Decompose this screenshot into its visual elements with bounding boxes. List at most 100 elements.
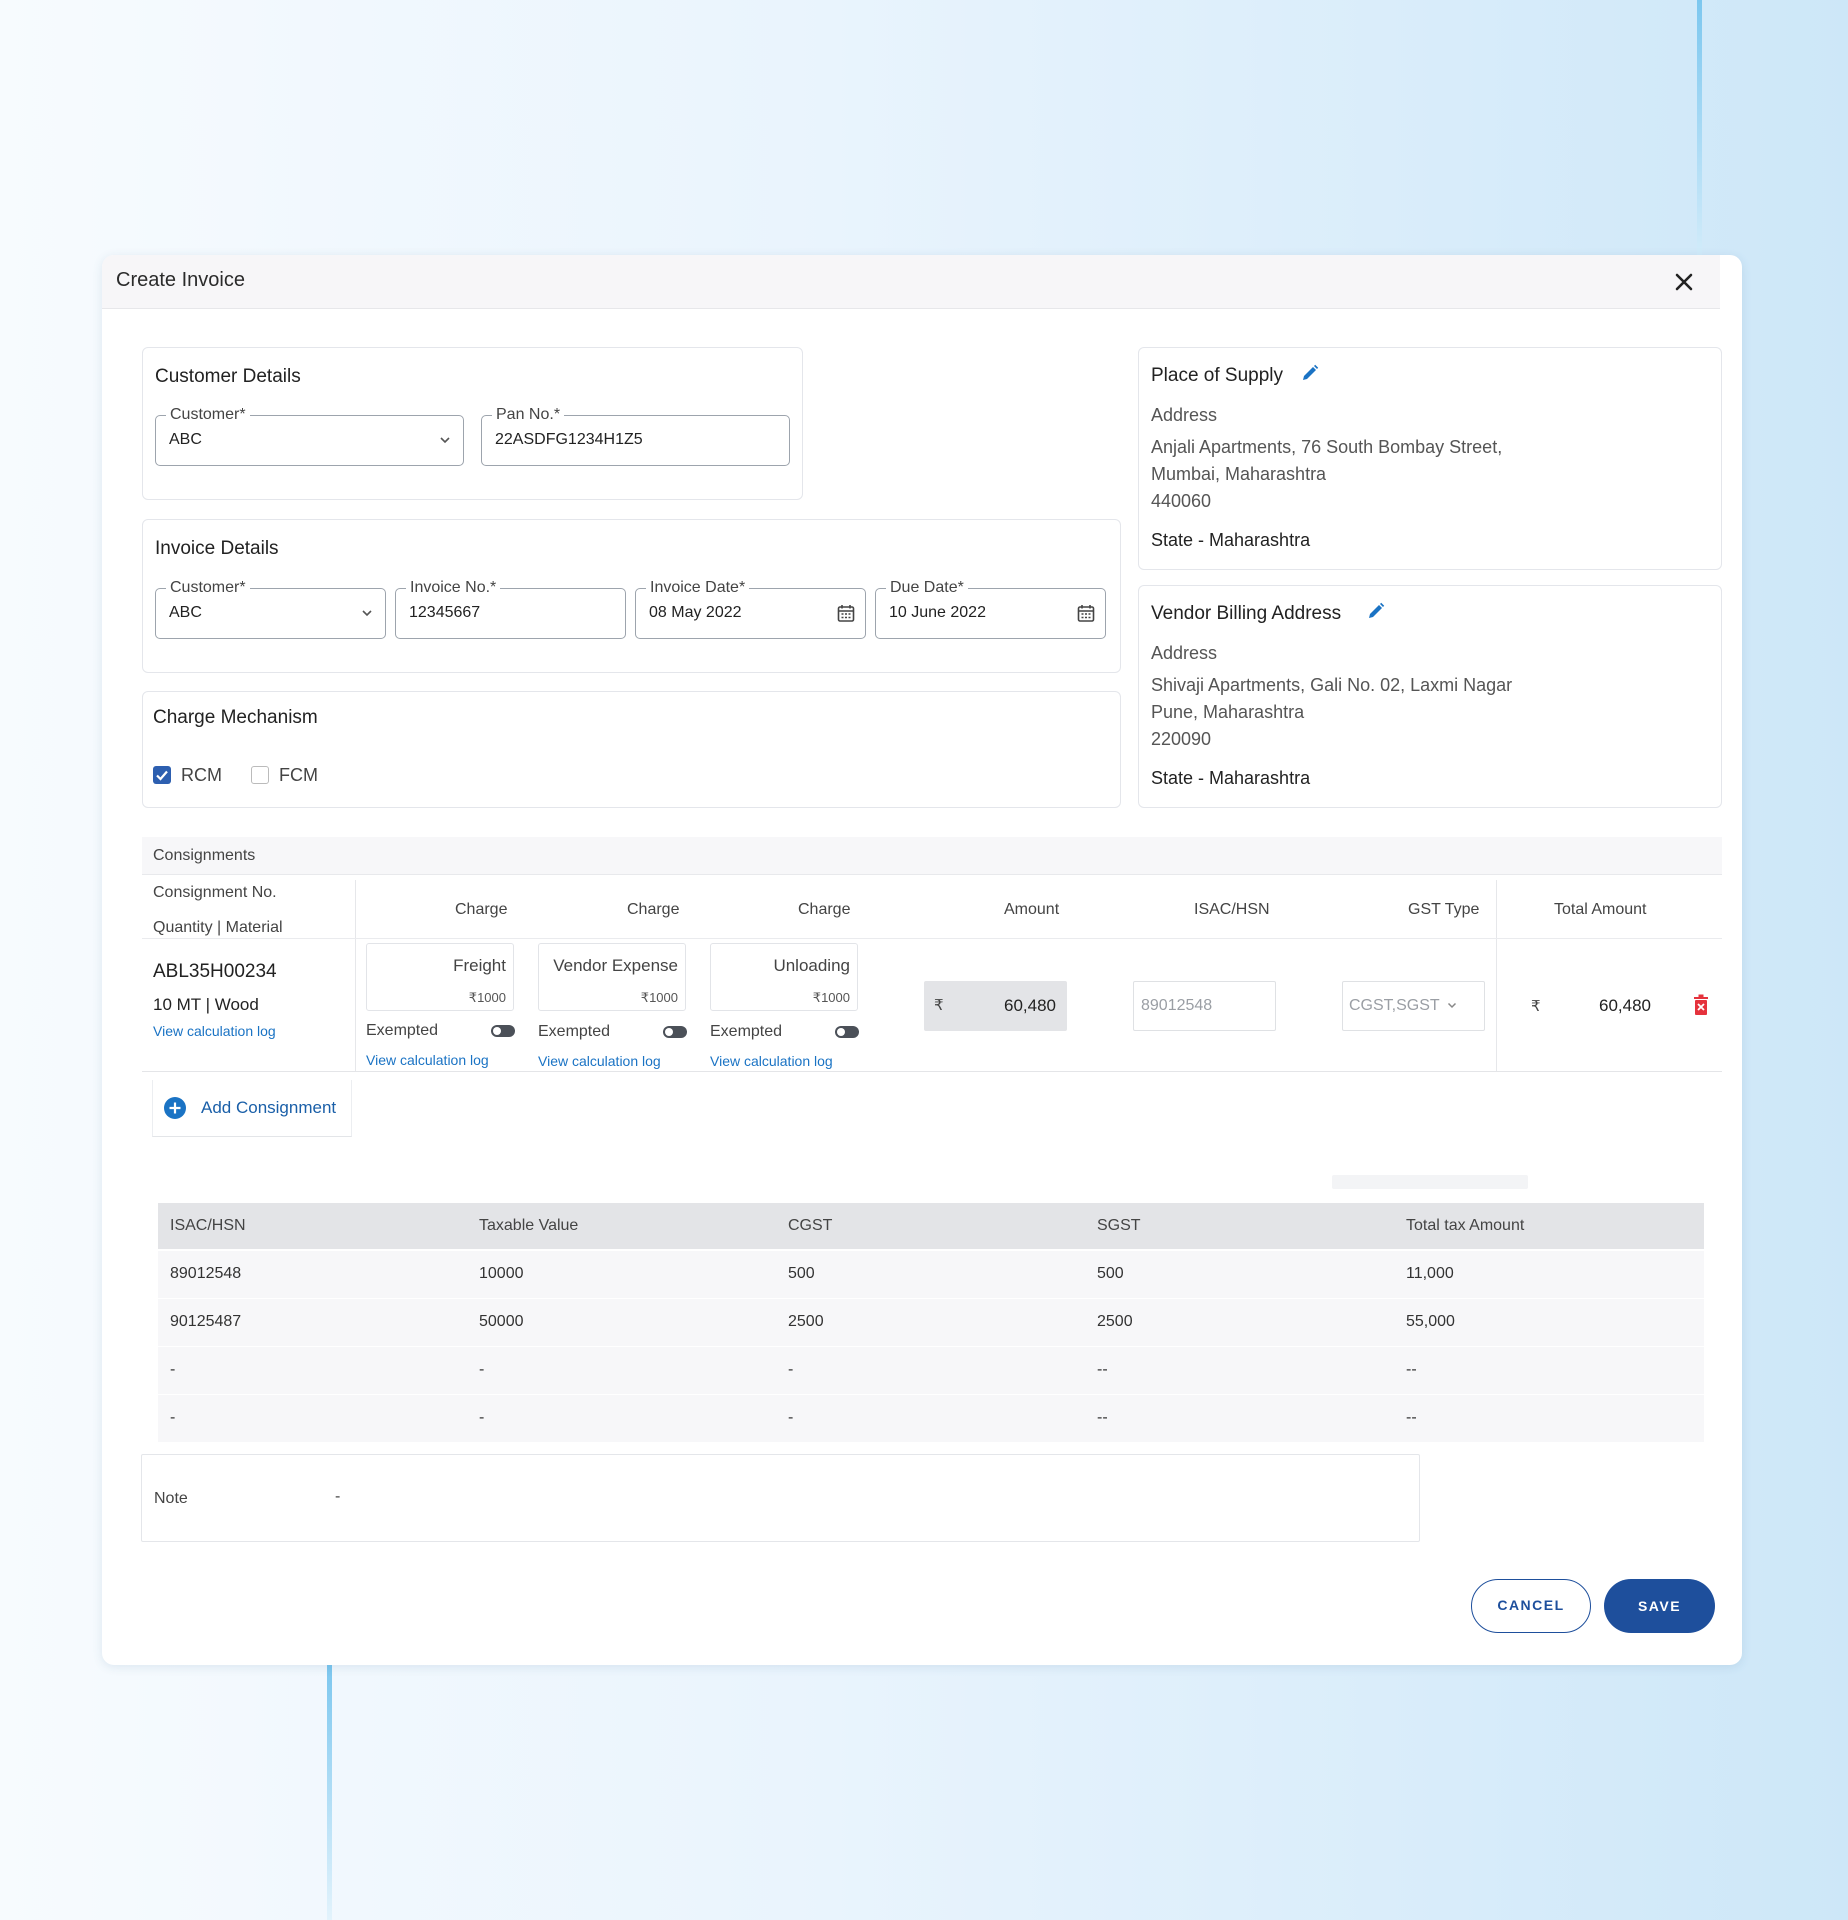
exempted-label: Exempted	[538, 1023, 611, 1040]
table-row: 90125487 50000 2500 2500 55,000	[158, 1299, 1704, 1346]
vendor-billing-card: Vendor Billing Address Address Shivaji A…	[1138, 585, 1722, 808]
view-calculation-log-link[interactable]: View calculation log	[366, 1052, 489, 1068]
exempted-toggle[interactable]	[663, 1026, 687, 1038]
header-gst-type: GST Type	[1408, 901, 1480, 918]
charge-vendor-expense[interactable]: Vendor Expense ₹1000	[538, 943, 686, 1011]
rcm-label: RCM	[181, 765, 222, 785]
isac-hsn-input[interactable]: 89012548	[1133, 981, 1276, 1031]
view-calculation-log-link[interactable]: View calculation log	[153, 1023, 276, 1039]
table-header-cell: Taxable Value	[479, 1217, 579, 1234]
address-line: Shivaji Apartments, Gali No. 02, Laxmi N…	[1151, 675, 1513, 695]
place-of-supply-card: Place of Supply Address Anjali Apartment…	[1138, 347, 1722, 570]
total-currency: ₹	[1531, 998, 1541, 1015]
note-box[interactable]: Note -	[141, 1454, 1420, 1542]
charge-name: Vendor Expense	[553, 956, 678, 975]
header-consignment-no: Consignment No.	[153, 884, 277, 901]
gst-type-select[interactable]: CGST,SGST	[1342, 981, 1485, 1031]
table-cell: -	[170, 1409, 176, 1426]
charge-mechanism-card: Charge Mechanism RCM FCM	[142, 691, 1121, 808]
calendar-icon[interactable]	[837, 604, 855, 623]
customer-details-card: Customer Details Customer* ABC Pan No.* …	[142, 347, 803, 500]
amount-field: ₹ 60,480	[924, 981, 1067, 1031]
invoice-number-label: Invoice No.*	[406, 578, 501, 598]
charge-amount: ₹1000	[812, 990, 850, 1005]
due-date-value: 10 June 2022	[889, 604, 986, 621]
customer-label: Customer*	[166, 405, 250, 425]
charge-freight[interactable]: Freight ₹1000	[366, 943, 514, 1011]
header-isac-hsn: ISAC/HSN	[1194, 901, 1270, 918]
customer-value: ABC	[169, 431, 202, 448]
add-consignment-button[interactable]: Add Consignment	[152, 1080, 352, 1137]
gst-type-value: CGST,SGST	[1349, 997, 1440, 1014]
invoice-customer-select[interactable]: Customer* ABC	[155, 578, 386, 639]
invoice-customer-label: Customer*	[166, 578, 250, 598]
isac-hsn-placeholder: 89012548	[1141, 997, 1213, 1014]
charge-unloading[interactable]: Unloading ₹1000	[710, 943, 858, 1011]
consignment-quantity-material: 10 MT | Wood	[153, 995, 259, 1014]
delete-icon[interactable]	[1693, 994, 1709, 1016]
invoice-number-field[interactable]: Invoice No.* 12345667	[395, 578, 626, 639]
edit-icon[interactable]	[1367, 602, 1385, 620]
column-divider	[1496, 880, 1497, 1071]
header-amount: Amount	[1004, 901, 1060, 918]
invoice-date-value: 08 May 2022	[649, 604, 742, 621]
due-date-label: Due Date*	[886, 578, 968, 598]
check-icon	[156, 770, 168, 781]
charge-amount: ₹1000	[640, 990, 678, 1005]
table-cell: --	[1097, 1409, 1108, 1426]
due-date-field[interactable]: Due Date* 10 June 2022	[875, 578, 1106, 639]
rcm-checkbox[interactable]	[153, 766, 171, 784]
calendar-icon[interactable]	[1077, 604, 1095, 623]
customer-select[interactable]: Customer* ABC	[155, 405, 464, 466]
save-button[interactable]: SAVE	[1604, 1579, 1715, 1633]
invoice-details-card: Invoice Details Customer* ABC Invoice No…	[142, 519, 1121, 673]
add-circle-icon	[164, 1097, 186, 1119]
state-label: State - Maharashtra	[1151, 768, 1311, 788]
fcm-checkbox[interactable]	[251, 766, 269, 784]
cancel-button[interactable]: CANCEL	[1471, 1579, 1591, 1633]
pan-label: Pan No.*	[492, 405, 565, 425]
table-cell: 2500	[1097, 1313, 1133, 1330]
table-header-cell: ISAC/HSN	[170, 1217, 246, 1234]
consignments-section: Consignments Consignment No. Quantity | …	[142, 837, 1722, 1237]
table-cell: -	[170, 1361, 176, 1378]
note-label: Note	[154, 1490, 188, 1507]
place-of-supply-title: Place of Supply	[1151, 365, 1284, 386]
vendor-billing-title: Vendor Billing Address	[1151, 603, 1342, 624]
table-cell: 90125487	[170, 1313, 242, 1330]
faint-placeholder-bar	[1332, 1175, 1528, 1189]
table-cell: 10000	[479, 1265, 524, 1282]
dialog-title: Create Invoice	[116, 269, 245, 291]
fcm-label: FCM	[279, 765, 318, 785]
charge-amount: ₹1000	[468, 990, 506, 1005]
view-calculation-log-link[interactable]: View calculation log	[710, 1053, 833, 1069]
table-row: - - - -- --	[158, 1395, 1704, 1442]
exempted-toggle[interactable]	[491, 1025, 515, 1037]
decorative-line-bottom	[327, 1664, 332, 1920]
pan-number-field[interactable]: Pan No.* 22ASDFG1234H1Z5	[481, 405, 790, 466]
close-icon[interactable]	[1670, 268, 1698, 296]
invoice-date-field[interactable]: Invoice Date* 08 May 2022	[635, 578, 866, 639]
charge-name: Unloading	[773, 956, 850, 975]
table-row: - - - -- --	[158, 1347, 1704, 1394]
table-cell: 89012548	[170, 1265, 242, 1282]
charge-name: Freight	[453, 956, 506, 975]
charge-mechanism-title: Charge Mechanism	[153, 707, 318, 728]
view-calculation-log-link[interactable]: View calculation log	[538, 1053, 661, 1069]
address-line: Pune, Maharashtra	[1151, 702, 1305, 722]
chevron-down-icon	[362, 610, 372, 617]
header-charge: Charge	[627, 901, 680, 918]
header-total-amount: Total Amount	[1554, 901, 1647, 918]
total-amount-value: 60,480	[1599, 996, 1651, 1015]
exempted-toggle[interactable]	[835, 1026, 859, 1038]
consignment-number: ABL35H00234	[153, 961, 277, 982]
invoice-date-label: Invoice Date*	[646, 578, 750, 598]
address-line: Anjali Apartments, 76 South Bombay Stree…	[1151, 437, 1503, 457]
edit-icon[interactable]	[1301, 364, 1319, 382]
address-line: Mumbai, Maharashtra	[1151, 464, 1327, 484]
rupee-icon: ₹	[934, 997, 944, 1014]
column-divider	[355, 880, 356, 1071]
decorative-line-top	[1697, 0, 1702, 260]
pan-value: 22ASDFG1234H1Z5	[495, 431, 643, 448]
header-charge: Charge	[798, 901, 851, 918]
